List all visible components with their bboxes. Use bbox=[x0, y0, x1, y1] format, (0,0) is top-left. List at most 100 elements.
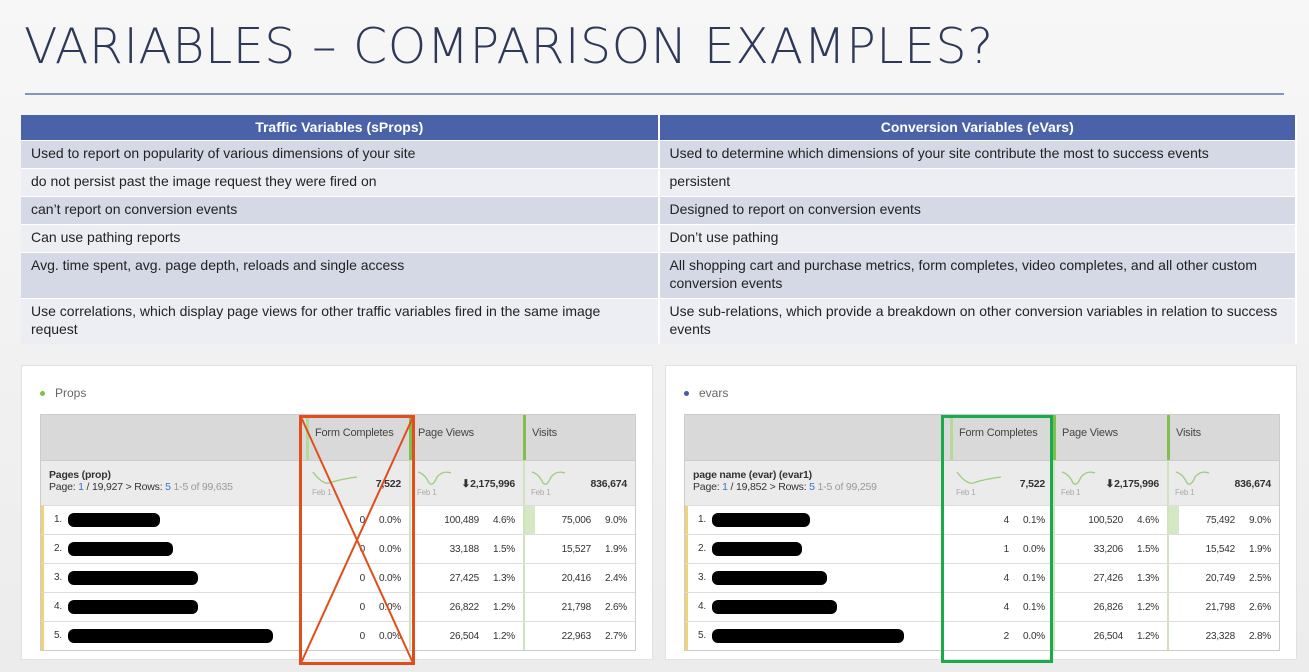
comparison-row: Can use pathing reports Don’t use pathing bbox=[21, 223, 1297, 252]
page-number[interactable]: 1 bbox=[722, 481, 728, 493]
metric-value: 0 bbox=[359, 573, 366, 584]
redacted-label bbox=[68, 542, 173, 556]
title-divider bbox=[25, 93, 1284, 95]
sprops-cell: Avg. time spent, avg. page depth, reload… bbox=[21, 251, 660, 298]
dot-icon bbox=[40, 390, 45, 396]
metric-value: 27,425 bbox=[449, 573, 480, 584]
row-rank: 5. bbox=[698, 630, 706, 641]
metric-percent: 0.1% bbox=[1023, 602, 1045, 613]
table-row[interactable]: 4. 4 0.1% 26,826 1.2% 21,798 2.6% bbox=[685, 592, 1279, 621]
props-panel: Props Form Completes Page Views Visits Pag… bbox=[21, 365, 653, 660]
metric-header-form-completes[interactable]: Form Completes bbox=[950, 415, 1053, 460]
metric-header-visits[interactable]: Visits bbox=[1167, 415, 1279, 460]
metric-value: 75,006 bbox=[561, 515, 592, 526]
metric-percent: 0.0% bbox=[379, 573, 401, 584]
metric-total: Feb 1 836,674 bbox=[1167, 461, 1279, 505]
row-rank: 1. bbox=[698, 514, 706, 525]
dimension-name: Pages (prop) bbox=[49, 469, 111, 481]
page-number[interactable]: 1 bbox=[78, 481, 84, 493]
spark-label: Feb 1 bbox=[312, 488, 332, 497]
spark-label: Feb 1 bbox=[1175, 488, 1195, 497]
cross-out-mark bbox=[299, 415, 415, 665]
row-rank: 2. bbox=[698, 543, 706, 554]
metric-value: 2 bbox=[1003, 631, 1010, 642]
metric-percent: 0.1% bbox=[1023, 573, 1045, 584]
spark-label: Feb 1 bbox=[531, 488, 551, 497]
summary-row: Pages (prop) Page: 1 / 19,927 > Rows: 5 … bbox=[41, 460, 635, 505]
metric-value: 22,963 bbox=[561, 631, 592, 642]
total-value: ⬇2,175,996 bbox=[461, 478, 515, 490]
evars-cell: Used to determine which dimensions of yo… bbox=[658, 139, 1297, 168]
sparkline-icon bbox=[1061, 471, 1096, 485]
metric-value: 21,798 bbox=[561, 602, 592, 613]
metric-percent: 1.9% bbox=[1249, 544, 1271, 555]
metric-header-page-views[interactable]: Page Views bbox=[1053, 415, 1167, 460]
comparison-row: Avg. time spent, avg. page depth, reload… bbox=[21, 251, 1297, 298]
total-value: 7,522 bbox=[1019, 478, 1045, 490]
metric-percent: 1.5% bbox=[493, 544, 515, 555]
metric-value: 33,188 bbox=[449, 544, 480, 555]
summary-row: page name (evar) (evar1) Page: 1 / 19,85… bbox=[685, 460, 1279, 505]
metric-percent: 1.2% bbox=[1137, 602, 1159, 613]
metric-percent: 1.2% bbox=[493, 631, 515, 642]
comparison-table: Traffic Variables (sProps) Conversion Va… bbox=[21, 115, 1297, 344]
rows-label: Rows: bbox=[134, 481, 163, 493]
spark-label: Feb 1 bbox=[956, 488, 976, 497]
sparkline-icon bbox=[417, 471, 452, 485]
table-row[interactable]: 3. 0 0.0% 27,425 1.3% 20,416 2.4% bbox=[41, 563, 635, 592]
metric-header-page-views[interactable]: Page Views bbox=[409, 415, 523, 460]
table-row[interactable]: 1. 0 0.0% 100,489 4.6% 75,006 9.0% bbox=[41, 505, 635, 534]
total-value: 836,674 bbox=[590, 478, 627, 490]
metric-value: 26,822 bbox=[449, 602, 480, 613]
sprops-cell: Used to report on popularity of various … bbox=[21, 139, 660, 168]
metric-percent: 9.0% bbox=[605, 515, 627, 526]
redacted-label bbox=[712, 629, 904, 643]
metric-value: 21,798 bbox=[1205, 602, 1236, 613]
page-count[interactable]: / 19,927 > bbox=[86, 481, 132, 493]
table-row[interactable]: 3. 4 0.1% 27,426 1.3% 20,749 2.5% bbox=[685, 563, 1279, 592]
total-value: 836,674 bbox=[1234, 478, 1271, 490]
metric-percent: 0.0% bbox=[379, 544, 401, 555]
metric-value: 0 bbox=[359, 602, 366, 613]
metric-value: 15,542 bbox=[1205, 544, 1236, 555]
metric-percent: 4.6% bbox=[493, 515, 515, 526]
metric-percent: 2.8% bbox=[1249, 631, 1271, 642]
metric-header-visits[interactable]: Visits bbox=[523, 415, 635, 460]
redacted-label bbox=[712, 513, 810, 527]
table-row[interactable]: 4. 0 0.0% 26,822 1.2% 21,798 2.6% bbox=[41, 592, 635, 621]
table-row[interactable]: 1. 4 0.1% 100,520 4.6% 75,492 9.0% bbox=[685, 505, 1279, 534]
table-row[interactable]: 2. 1 0.0% 33,206 1.5% 15,542 1.9% bbox=[685, 534, 1279, 563]
table-row[interactable]: 5. 0 0.0% 26,504 1.2% 22,963 2.7% bbox=[41, 621, 635, 650]
metric-header-form-completes[interactable]: Form Completes bbox=[306, 415, 409, 460]
metric-value: 26,826 bbox=[1093, 602, 1124, 613]
rows-count[interactable]: 5 bbox=[165, 481, 171, 493]
metric-value: 23,328 bbox=[1205, 631, 1236, 642]
metric-value: 20,416 bbox=[561, 573, 592, 584]
row-rank: 1. bbox=[54, 514, 62, 525]
metric-total: Feb 1 7,522 bbox=[950, 461, 1053, 505]
metric-percent: 9.0% bbox=[1249, 515, 1271, 526]
page-count[interactable]: / 19,852 > bbox=[730, 481, 776, 493]
metric-percent: 4.6% bbox=[1137, 515, 1159, 526]
table-row[interactable]: 5. 2 0.0% 26,504 1.2% 23,328 2.8% bbox=[685, 621, 1279, 650]
panel-title-text: evars bbox=[699, 386, 729, 400]
rows-count[interactable]: 5 bbox=[809, 481, 815, 493]
metric-value: 26,504 bbox=[449, 631, 480, 642]
metric-percent: 2.6% bbox=[605, 602, 627, 613]
row-range: 1-5 of 99,635 bbox=[173, 481, 233, 493]
sparkline-icon bbox=[312, 471, 358, 484]
metric-value: 0 bbox=[359, 515, 366, 526]
spark-label: Feb 1 bbox=[417, 488, 437, 497]
sparkline-icon bbox=[1175, 471, 1210, 485]
sprops-cell: Can use pathing reports bbox=[21, 223, 660, 252]
metric-value: 4 bbox=[1003, 602, 1010, 613]
metric-percent: 0.0% bbox=[379, 631, 401, 642]
evars-cell: All shopping cart and purchase metrics, … bbox=[658, 251, 1297, 298]
metric-value: 4 bbox=[1003, 515, 1010, 526]
metric-percent: 0.1% bbox=[1023, 515, 1045, 526]
metric-percent: 2.7% bbox=[605, 631, 627, 642]
metric-header-row: Form Completes Page Views Visits bbox=[41, 415, 635, 460]
row-range: 1-5 of 99,259 bbox=[817, 481, 877, 493]
spark-label: Feb 1 bbox=[1061, 488, 1081, 497]
